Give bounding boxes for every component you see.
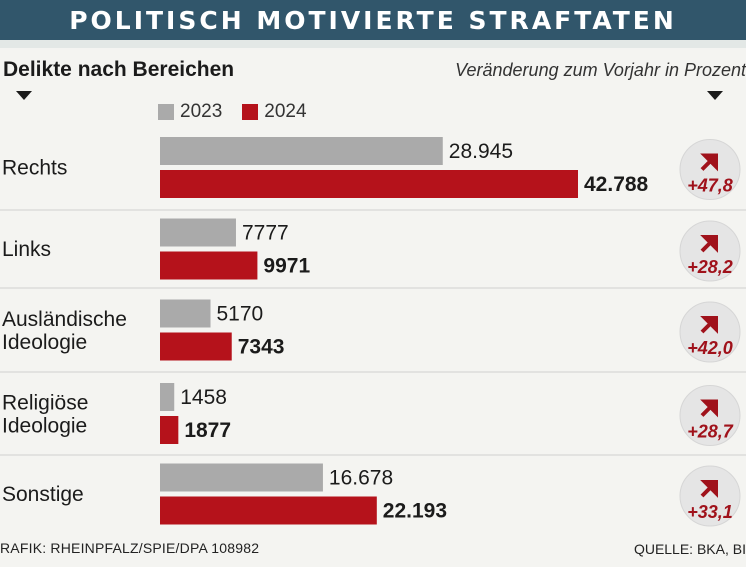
data-source: QUELLE: BKA, BI: [633, 541, 746, 557]
bar-2023: [160, 137, 443, 165]
value-label-2023: 7777: [242, 222, 289, 245]
category-label: Religiöse Ideologie: [2, 392, 88, 438]
arrow-up-right-icon: [700, 316, 718, 334]
arrow-up-right-icon: [700, 480, 718, 498]
change-badge: [679, 301, 741, 363]
bar-2024: [160, 332, 232, 361]
value-label-2024: 1877: [184, 419, 231, 442]
legend-item-2023: 2023: [158, 101, 222, 123]
change-value: +33,1: [687, 502, 733, 522]
category-label: Ausländische Ideologie: [2, 308, 127, 354]
arrow-up-right-icon: [700, 399, 718, 418]
value-label-2023: 5170: [217, 303, 264, 326]
categories-header: Delikte nach Bereichen: [3, 58, 235, 81]
bar-2024: [160, 416, 179, 444]
legend-item-2024: 2024: [242, 101, 307, 123]
value-label-2024: 22.193: [383, 500, 447, 523]
bar-2024: [160, 496, 377, 525]
change-value: +28,2: [687, 257, 733, 277]
chart-title: POLITISCH MOTIVIERTE STRAFTATEN: [0, 0, 746, 40]
triangle-down-icon: [707, 91, 723, 100]
legend-label-2023: 2023: [180, 101, 223, 122]
change-badge: [679, 465, 741, 527]
bar-2024: [160, 170, 578, 198]
value-label-2024: 7343: [238, 336, 285, 359]
category-label: Sonstige: [2, 483, 84, 506]
bar-2024: [160, 251, 258, 280]
category-label: Rechts: [2, 157, 67, 180]
value-label-2024: 42.788: [584, 173, 649, 196]
change-badge: [679, 220, 741, 282]
arrow-up-right-icon: [700, 153, 718, 172]
change-badge: [679, 139, 741, 200]
legend-swatch-2024: [242, 104, 259, 120]
category-label: Links: [2, 238, 51, 261]
change-value: +47,8: [687, 176, 733, 196]
legend: 2023 2024: [158, 101, 327, 123]
bar-2023: [160, 463, 323, 492]
change-value: +28,7: [687, 422, 734, 442]
value-label-2024: 9971: [263, 255, 310, 278]
value-label-2023: 16.678: [329, 467, 393, 490]
bar-2023: [160, 383, 175, 411]
value-label-2023: 1458: [180, 386, 227, 409]
change-badge: [679, 385, 741, 446]
value-label-2023: 28.945: [449, 140, 513, 163]
change-value: +42,0: [687, 338, 733, 358]
title-divider: [0, 40, 746, 48]
change-header: Veränderung zum Vorjahr in Prozent: [455, 60, 746, 80]
legend-label-2024: 2024: [264, 101, 307, 122]
graphic-credit: RAFIK: RHEINPFALZ/SPIE/DPA 108982: [0, 540, 260, 556]
bar-2023: [160, 299, 211, 328]
arrow-up-right-icon: [700, 235, 718, 253]
triangle-down-icon: [16, 91, 32, 100]
bar-2023: [160, 218, 236, 247]
legend-swatch-2023: [158, 104, 174, 120]
